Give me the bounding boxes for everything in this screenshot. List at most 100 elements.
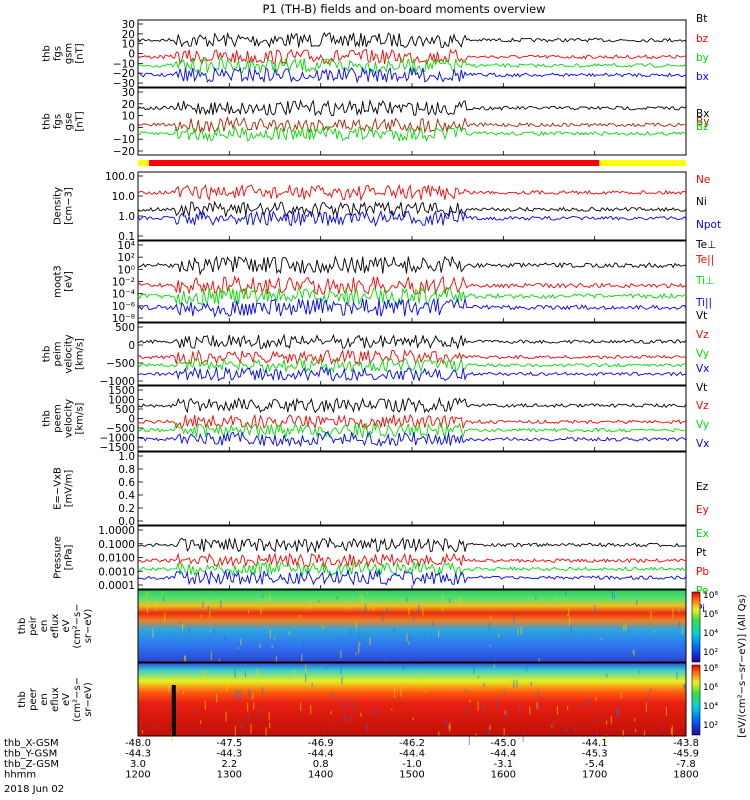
ylabel-line: en [39,693,50,706]
series-bx-line [138,66,686,84]
panel-ylabel: Density[cm−3] [53,187,75,225]
legend-Vz: Vz [696,329,709,341]
ylabel-line: eflux [50,687,61,712]
orbit-value: -44.4 [399,749,425,760]
y-tick-label: 0.0100 [98,553,135,565]
legend-Vy: Vy [696,348,709,360]
orbit-value: 1500 [399,770,424,781]
legend-Bt: Bt [696,13,707,25]
orbit-value: 1600 [491,770,516,781]
ylabel-line: fgs [53,114,64,129]
legend-Vt: Vt [696,382,707,394]
orbit-row-label: thb_Z-GSM [4,759,59,770]
ylabel-line: eV [61,619,72,632]
y-tick-label: −20 [113,146,135,158]
panel-frame [137,171,687,241]
chart-title: P1 (TH-B) fields and on-board moments ov… [262,2,545,16]
panel-ylabel: thbpeemvelocity[km/s] [42,399,86,438]
orbit-value: -44.1 [582,738,608,749]
y-tick-label: −30 [113,78,135,90]
legend-Vy: Vy [696,419,709,431]
legend-Bx: Bx [696,108,709,120]
series-Vx-line [137,366,687,382]
y-tick-label: 1.0 [118,211,135,223]
colorbar-tick: 10⁸ [703,591,718,601]
legend-Ez: Ez [696,481,709,493]
y-tick-label: 0.2 [118,503,135,515]
y-tick-label: −1000 [99,433,135,445]
colorbar: 10⁸ 10⁶ 10⁴ 10² 10⁸ 10⁶ 10⁴ 10² [eV/(cm²−s−sr−eV… [691,591,748,738]
series-bz-line [137,48,687,65]
colorbar-tick: 10⁸ [703,664,718,674]
orbit-value: -45.0 [490,738,516,749]
series-Pt-line [137,536,687,554]
ylabel-line: fgs [53,46,64,61]
orbit-value: -44.4 [490,749,516,760]
legend-by: by [696,52,709,64]
ylabel-line: thb [17,691,28,708]
legend-Ey: Ey [696,504,709,516]
orbit-value: -46.9 [308,738,334,749]
orbit-value: 1800 [673,770,698,781]
y-tick-label: 1.0 [118,451,135,463]
orbit-value: -45.3 [582,749,608,760]
series-Ti||-line [137,297,687,318]
y-tick-label: 10 [122,111,135,123]
orbit-value: -45.9 [673,749,699,760]
y-tick-label: 0.0 [118,516,135,528]
legend-Te||: Te|| [695,254,714,266]
legend-Ne: Ne [696,174,710,186]
orbit-value: -43.8 [673,738,699,749]
ylabel-line: (cm²−s− [72,603,83,648]
ylabel-line: thb [42,113,53,130]
spectrogram-image [138,590,686,662]
panels-group: 3020100−10−20−30thbfgsgsm[nT]Btbzbybx302… [17,13,721,746]
legend-Te⊥: Te⊥ [695,239,716,251]
y-tick-label: 10² [117,252,135,264]
ylabel-line: [nT] [75,111,86,131]
colorbar-tick: 10² [703,648,718,658]
legend-Ex: Ex [696,528,709,540]
ylabel-line: velocity [64,399,75,438]
orbit-row-label: thb_X-GSM [4,738,59,749]
legend-Ni: Ni [696,196,707,208]
ylabel-line: thb [42,346,53,363]
ylabel-line: peer [28,687,39,711]
y-tick-label: −1500 [99,442,135,454]
legend-Npot: Npot [696,219,721,231]
y-tick-label: 500 [115,322,135,334]
y-tick-label: 10⁻⁴ [112,289,135,301]
series-Vt-line [137,396,687,414]
series-By-line [137,125,687,143]
y-tick-label: 10⁻² [112,277,135,289]
orbit-value: -7.8 [676,759,696,770]
spectrogram-image [138,663,686,736]
y-tick-label: 10.0 [112,191,135,203]
orbit-value: -44.4 [308,749,334,760]
colorbar-tick: 10⁴ [703,702,718,712]
orbit-value: 1700 [582,770,607,781]
series-Ni-line [137,200,687,218]
ylabel-line: sr−eV) [83,609,94,644]
ylabel-line: [nPa] [64,544,75,570]
orbit-value: -3.1 [494,759,514,770]
legend-Vx: Vx [696,438,709,450]
series-Pb-line [137,552,687,568]
ylabel-line: moqt3 [53,265,64,298]
series-Vt-line [137,333,687,350]
y-tick-label: 0.6 [118,477,135,489]
ylabel-line: eV [61,693,72,706]
legend-bz: bz [696,33,709,45]
y-tick-label: 500 [115,404,135,416]
orbit-value: 1400 [308,770,333,781]
y-tick-label: 0.1000 [98,539,135,551]
series-Vz-line [137,413,687,431]
panel-ylabel: moqt3[eV] [53,265,75,298]
orbit-value: 1200 [125,770,150,781]
series-Bt-line [137,99,687,117]
colorbar-tick: 10⁶ [703,610,718,620]
panel-frame [137,451,687,526]
ylabel-line: [mV/m] [64,470,75,508]
orbit-value: 1300 [217,770,242,781]
orbit-row-label: hhmm [4,770,36,781]
